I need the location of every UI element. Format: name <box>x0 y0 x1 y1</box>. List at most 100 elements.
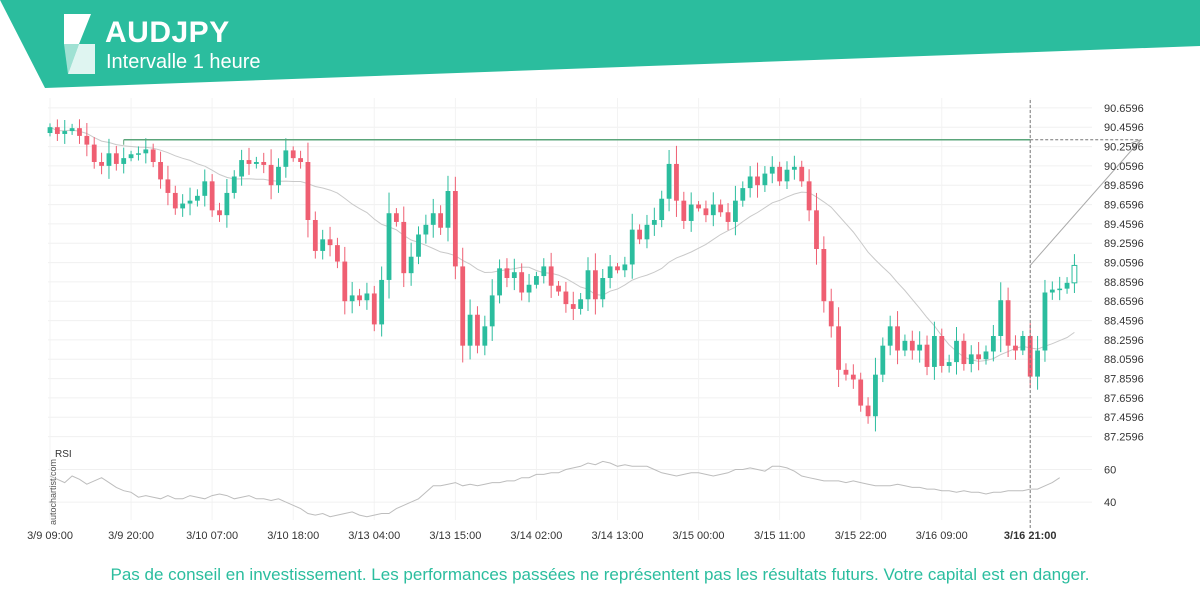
candle-up <box>1071 254 1078 294</box>
candle-down <box>718 199 724 217</box>
candle-up <box>541 258 547 284</box>
candle-up <box>784 161 790 189</box>
candle-up <box>666 150 672 212</box>
candle-down <box>519 263 525 301</box>
candle-up <box>224 178 230 228</box>
candle-up <box>1049 281 1055 300</box>
candle-up <box>644 214 650 249</box>
candle-up <box>762 166 768 192</box>
price-tick-label: 88.6596 <box>1104 296 1144 308</box>
candle-down <box>268 149 274 200</box>
candle-down <box>290 146 296 162</box>
candle-down <box>305 142 311 238</box>
candle-down <box>703 200 709 223</box>
time-tick-label: 3/14 13:00 <box>591 530 643 542</box>
candle-down <box>475 306 480 354</box>
banner-background <box>0 0 1200 88</box>
candle-down <box>570 291 576 321</box>
candle-down <box>909 330 915 360</box>
price-tick-label: 87.6596 <box>1104 393 1144 405</box>
candle-down <box>327 226 333 257</box>
candle-down <box>806 169 812 222</box>
candle-down <box>828 288 834 338</box>
candle-up <box>629 213 635 279</box>
candle-down <box>84 122 90 157</box>
candle-up <box>983 345 989 365</box>
candle-up <box>1064 277 1070 294</box>
candle-up <box>187 187 193 216</box>
resistance-level <box>123 100 1142 528</box>
candle-up <box>408 242 414 286</box>
candle-down <box>850 364 856 389</box>
candle-down <box>371 285 377 332</box>
candle-up <box>276 158 281 193</box>
candle-down <box>777 161 783 186</box>
candle-down <box>548 252 554 298</box>
candle-up <box>585 257 591 312</box>
candle-down <box>312 211 318 259</box>
time-tick-label: 3/15 22:00 <box>835 530 887 542</box>
candle-down <box>335 237 340 269</box>
candle-up <box>430 198 436 238</box>
moving-average-path <box>49 126 1075 362</box>
price-tick-label: 90.4596 <box>1104 122 1144 134</box>
time-axis: 3/9 09:00 3/9 20:00 3/10 07:00 3/10 18:00 3/… <box>27 530 1056 542</box>
candle-up <box>954 327 959 375</box>
candle-down <box>298 150 303 169</box>
disclaimer-text: Pas de conseil en investissement. Les pe… <box>110 565 1090 584</box>
candle-up <box>62 119 68 144</box>
time-tick-label: 3/14 02:00 <box>510 530 562 542</box>
candle-down <box>99 152 104 175</box>
candle-down <box>452 176 458 280</box>
candle-up <box>497 259 502 304</box>
candle-down <box>696 201 701 212</box>
price-chart: 90.6596 90.4596 90.2596 90.0596 89.8596 89.65… <box>27 98 1144 542</box>
price-tick-label: 89.4596 <box>1104 219 1144 231</box>
candle-up <box>253 156 259 169</box>
candle-up <box>239 149 245 186</box>
rsi-line <box>49 460 1060 518</box>
candle-down <box>165 165 171 206</box>
candle-up <box>733 185 738 236</box>
candle-down <box>563 281 569 313</box>
candle-down <box>342 246 348 315</box>
candle-up <box>467 299 473 360</box>
candle-down <box>799 160 805 187</box>
candle-up <box>202 169 208 207</box>
price-tick-label: 88.0596 <box>1104 354 1144 366</box>
price-tick-label: 87.4596 <box>1104 412 1144 424</box>
time-tick-label: 3/15 00:00 <box>673 530 725 542</box>
time-tick-label: 3/10 07:00 <box>186 530 238 542</box>
candle-down <box>150 143 156 168</box>
candle-down <box>939 328 945 373</box>
candle-up <box>887 315 893 356</box>
candle-up <box>423 214 429 244</box>
candle-down <box>821 236 827 313</box>
candle-down <box>158 151 163 189</box>
price-tick-label: 88.2596 <box>1104 335 1144 347</box>
time-tick-label: 3/9 20:00 <box>108 530 154 542</box>
banner-shape <box>0 0 1200 88</box>
candle-up <box>990 324 996 362</box>
candle-down <box>637 224 642 245</box>
grid <box>48 98 1092 520</box>
candle-down <box>172 185 178 215</box>
candle-up <box>607 254 613 289</box>
candle-down <box>460 247 466 363</box>
interval-subtitle: Intervalle 1 heure <box>106 51 261 73</box>
time-tick-label: 3/16 21:00 <box>1004 530 1057 542</box>
candle-up <box>136 146 141 161</box>
candle-down <box>681 191 687 229</box>
watermark: autochartist.com <box>48 459 58 525</box>
candle-down <box>1005 287 1011 358</box>
candle-up <box>1035 335 1040 390</box>
price-tick-label: 87.2596 <box>1104 432 1144 444</box>
price-tick-label: 88.8596 <box>1104 277 1144 289</box>
rsi-panel: RSI 60 40 <box>48 449 1116 518</box>
forecast-arrowhead <box>1131 138 1142 150</box>
rsi-label: RSI <box>55 449 72 460</box>
candle-up <box>688 192 694 232</box>
price-tick-label: 88.4596 <box>1104 316 1144 328</box>
candle-down <box>438 205 444 235</box>
price-axis: 90.6596 90.4596 90.2596 90.0596 89.8596 89.65… <box>1104 103 1144 444</box>
